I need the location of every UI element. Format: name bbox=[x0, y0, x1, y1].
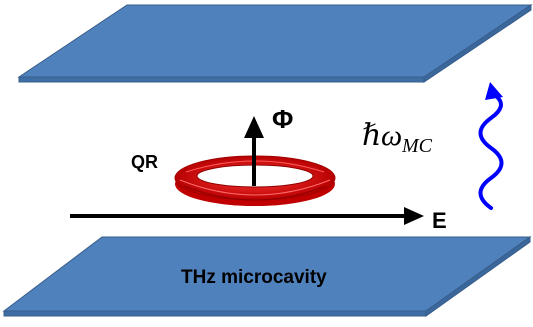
omega-subscript: MC bbox=[401, 135, 433, 157]
bottom-mirror-plate bbox=[2, 236, 532, 317]
flux-label: Φ bbox=[272, 104, 293, 134]
photon-energy-label: ℏ ω MC bbox=[362, 119, 433, 157]
field-arrow bbox=[70, 207, 424, 225]
cavity-label: THz microcavity bbox=[181, 267, 327, 288]
top-mirror-plate bbox=[17, 4, 533, 83]
ring-label: QR bbox=[131, 152, 158, 172]
field-label: E bbox=[432, 208, 447, 233]
photon-wave bbox=[478, 82, 504, 210]
flux-arrow bbox=[244, 116, 264, 186]
hbar-symbol: ℏ bbox=[362, 119, 381, 152]
omega-symbol: ω bbox=[381, 119, 402, 152]
